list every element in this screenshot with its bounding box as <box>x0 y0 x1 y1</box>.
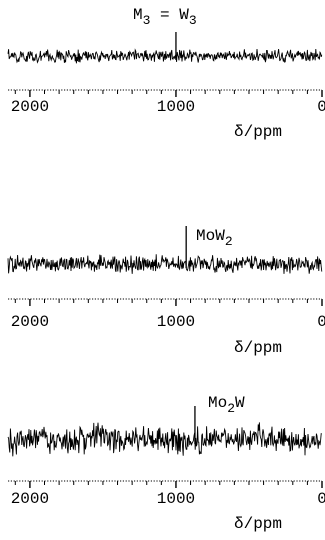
x-tick-label: 2000 <box>11 313 49 331</box>
x-axis-title: δ/ppm <box>234 339 282 357</box>
x-tick-label: 1000 <box>157 313 195 331</box>
panel-label: MoW2 <box>196 227 233 249</box>
x-tick-label: 1000 <box>157 490 195 508</box>
x-tick-label: 1000 <box>157 98 195 116</box>
x-tick-label: 0 <box>317 313 325 331</box>
spectrum-trace <box>7 254 323 274</box>
x-tick-label: 2000 <box>11 490 49 508</box>
spectrum-panel-3: Mo2W 2000 1000 0 δ/ppm <box>7 394 325 533</box>
panel-label: M3 = W3 <box>133 6 197 28</box>
spectrum-trace <box>7 422 323 457</box>
x-tick-label: 0 <box>317 490 325 508</box>
spectrum-panel-2: MoW2 2000 1000 0 δ/ppm <box>7 226 325 357</box>
panel-label: Mo2W <box>208 394 245 416</box>
x-axis-title: δ/ppm <box>234 515 282 533</box>
spectrum-trace <box>7 48 323 64</box>
spectrum-panel-1: M3 = W3 2000 1000 0 δ/ppm <box>7 6 325 141</box>
x-tick-label: 2000 <box>11 98 49 116</box>
x-axis-title: δ/ppm <box>234 123 282 141</box>
x-tick-label: 0 <box>317 98 325 116</box>
